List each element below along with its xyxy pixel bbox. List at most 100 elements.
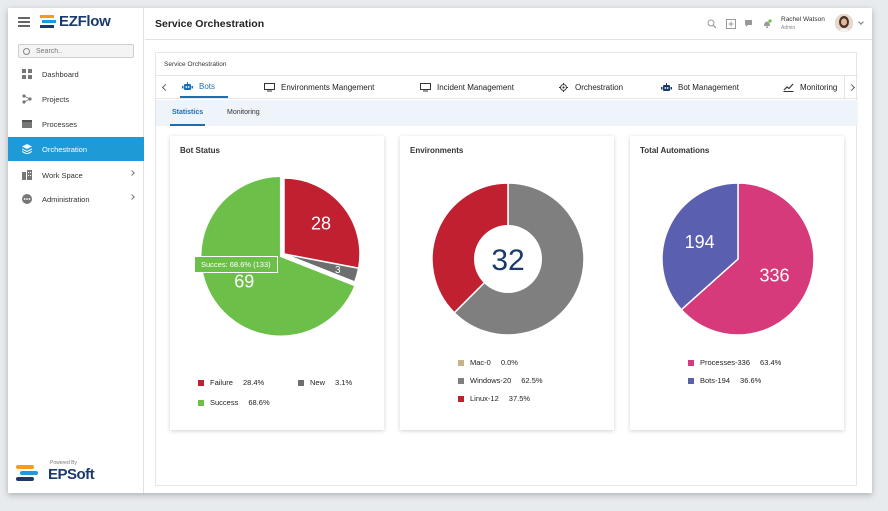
processes-icon [22, 120, 32, 128]
tab-monitoring[interactable]: Monitoring [783, 76, 837, 98]
legend-item-bots[interactable]: Bots-194 36.6% [688, 376, 761, 385]
dashboard-icon [22, 69, 32, 79]
sidebar-item-dashboard[interactable]: Dashboard [8, 62, 144, 86]
hamburger-menu-icon[interactable] [18, 17, 30, 27]
powered-by: Powered By EPSoft [16, 458, 136, 486]
chevron-right-icon [129, 194, 135, 200]
legend-percent: 0.0% [500, 358, 518, 367]
pie-slice-failure[interactable] [283, 177, 361, 270]
legend-percent: 28.4% [242, 378, 265, 387]
total-automations-card: Total Automations 336 194 Processes-336 6… [630, 136, 844, 430]
tab-scroll-right-icon[interactable] [844, 76, 858, 98]
sidebar-item-label: Orchestration [42, 144, 88, 154]
tab-label: Incident Management [437, 82, 514, 92]
legend-item-failure[interactable]: Failure 28.4% [198, 378, 264, 387]
pie-slice-processes-336[interactable] [680, 182, 815, 336]
sidebar-item-administration[interactable]: Administration [8, 187, 144, 211]
sidebar-item-orchestration[interactable]: Orchestration [8, 137, 144, 161]
user-role: Admin [781, 25, 796, 31]
pie-slice-bots-194[interactable] [661, 182, 739, 311]
tab-scroll-left-icon[interactable] [158, 76, 172, 98]
chevron-down-icon[interactable] [858, 19, 864, 25]
legend-item-windows[interactable]: Windows-20 62.5% [458, 376, 543, 385]
legend-swatch [298, 379, 304, 386]
tab-label: Orchestration [575, 82, 624, 92]
tab-bar: Bots Environments Mangement Incident Man… [156, 75, 858, 99]
legend-percent: 62.5% [521, 376, 543, 385]
legend-item-mac[interactable]: Mac-0 0.0% [458, 358, 518, 367]
subtab-monitoring[interactable]: Monitoring [227, 109, 260, 116]
legend-label: Windows-20 [470, 376, 512, 385]
card-title: Total Automations [640, 146, 710, 155]
legend-swatch [198, 379, 204, 386]
gear-icon [559, 82, 568, 92]
workspace-icon [22, 170, 32, 180]
legend-label: Processes-336 [700, 358, 751, 367]
sidebar-item-projects[interactable]: Projects [8, 87, 144, 111]
legend-percent: 37.5% [508, 394, 531, 403]
legend-item-new[interactable]: New 3.1% [298, 378, 352, 387]
tab-bot-management[interactable]: Bot Management [661, 76, 739, 98]
legend-swatch [458, 377, 464, 384]
orchestration-icon [22, 144, 32, 154]
legend-swatch [458, 395, 464, 402]
total-automations-pie-chart: 336 194 [661, 182, 815, 336]
chevron-right-icon [129, 170, 135, 176]
pie-slice-success[interactable] [199, 175, 357, 337]
pie-label-processes-336: 336 [759, 266, 789, 286]
search-input[interactable] [36, 47, 126, 55]
breadcrumb: Service Orchestration [164, 61, 227, 68]
sidebar-item-label: Projects [42, 94, 70, 104]
epsoft-logo-icon [16, 465, 38, 481]
monitor-icon [264, 82, 275, 91]
pie-slice-new[interactable] [283, 253, 360, 283]
page-title: Service Orchestration [155, 18, 265, 30]
monitor-icon [420, 82, 431, 91]
sidebar-item-workspace[interactable]: Work Space [8, 163, 144, 187]
new-item-icon[interactable] [726, 19, 736, 29]
brand-bar: EZFlow [8, 8, 144, 40]
search-icon [23, 47, 30, 55]
donut-hole [474, 225, 542, 293]
sidebar: EZFlow Dashboard Projects Processes Orch… [8, 8, 144, 493]
tab-orchestration[interactable]: Orchestration [558, 76, 623, 98]
tab-label: Environments Mangement [281, 82, 375, 92]
tab-bots[interactable]: Bots [180, 76, 228, 98]
legend-item-processes[interactable]: Processes-336 63.4% [688, 358, 781, 367]
tab-environments-management[interactable]: Environments Mangement [264, 76, 374, 98]
legend-label: Mac-0 [470, 358, 491, 367]
pie-label-new: 3 [335, 265, 341, 276]
environments-donut-chart: 32 [431, 182, 585, 336]
legend-percent: 36.6% [740, 376, 762, 385]
legend-label: Linux-12 [470, 394, 499, 403]
avatar[interactable] [835, 14, 853, 32]
projects-icon [22, 94, 32, 104]
powered-by-label: Powered By [50, 460, 77, 466]
bot-status-pie-chart: 28 3 69 [199, 175, 361, 337]
tab-label: Bot Management [678, 82, 739, 92]
legend-percent: 3.1% [335, 378, 353, 387]
sidebar-item-label: Work Space [42, 170, 83, 180]
legend-label: Success [210, 398, 239, 407]
bell-icon[interactable] [762, 19, 772, 29]
pie-slice-linux-12[interactable] [431, 182, 509, 314]
pie-label-success: 69 [234, 271, 254, 291]
legend-swatch [458, 359, 464, 366]
sidebar-item-processes[interactable]: Processes [8, 112, 144, 136]
sidebar-search[interactable] [18, 44, 134, 58]
card-title: Bot Status [180, 146, 220, 155]
powered-by-name: EPSoft [48, 466, 95, 483]
content-panel: Service Orchestration Bots Environments … [155, 52, 858, 486]
subtab-statistics[interactable]: Statistics [170, 100, 206, 126]
chart-tooltip: Succes: 68.6% (133) [194, 256, 278, 273]
chat-icon[interactable] [744, 19, 754, 29]
bot-icon [182, 81, 193, 90]
avatar-image-icon [835, 14, 853, 32]
legend-item-success[interactable]: Success 68.6% [198, 398, 270, 407]
app-logo-text: EZFlow [59, 13, 111, 30]
search-icon[interactable] [707, 19, 717, 29]
tab-incident-management[interactable]: Incident Management [420, 76, 514, 98]
legend-item-linux[interactable]: Linux-12 37.5% [458, 394, 530, 403]
legend-label: Failure [210, 378, 233, 387]
environments-card: Environments 32 Mac-0 0.0% Windows-20 62… [400, 136, 614, 430]
